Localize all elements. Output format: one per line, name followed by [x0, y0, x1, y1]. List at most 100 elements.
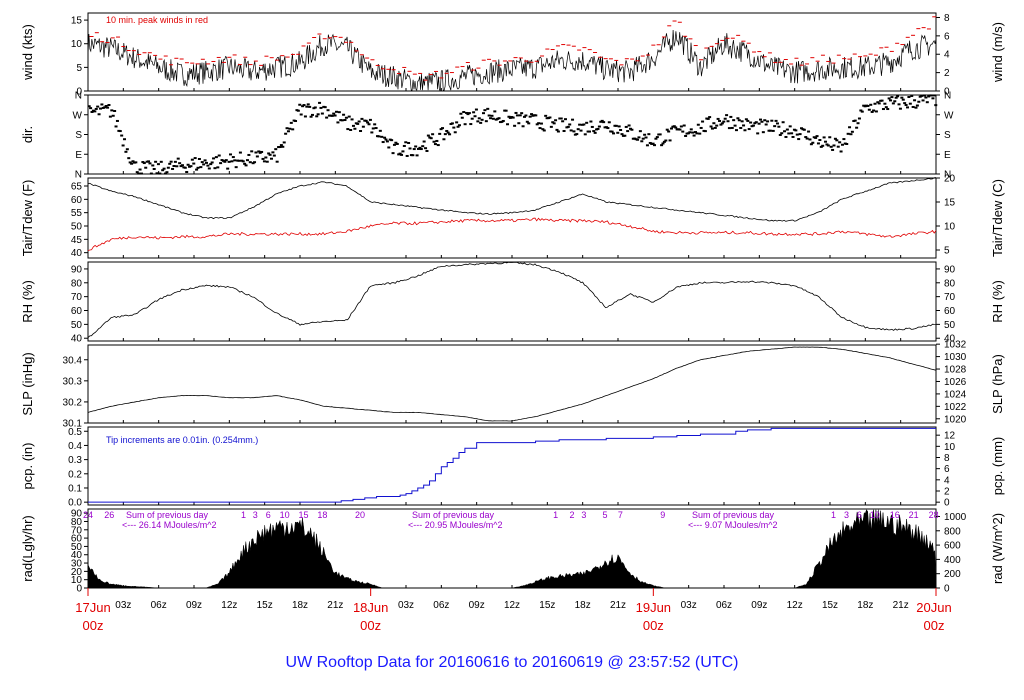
wind-dir-point [237, 159, 241, 162]
wind-dir-point [853, 119, 857, 122]
wind-dir-point [313, 106, 317, 109]
wind-dir-point [818, 139, 822, 142]
wind-dir-point [96, 105, 100, 108]
wind-dir-point [593, 131, 597, 134]
wind-dir-point [722, 120, 726, 123]
wind-dir-point [661, 142, 665, 145]
wind-dir-point [303, 115, 307, 118]
left-tick-label: 65 [71, 182, 83, 193]
right-tick-label: 200 [944, 569, 961, 580]
wind-dir-point [272, 154, 276, 157]
wind-dir-point [141, 161, 145, 164]
wind-dir-point [94, 107, 98, 110]
wind-dir-point [202, 163, 206, 166]
wind-dir-point [318, 101, 322, 104]
wind-dir-point [814, 136, 818, 139]
wind-dir-point [867, 108, 871, 111]
wind-dir-point [637, 136, 641, 139]
wind-dir-point [681, 130, 685, 133]
wind-dir-point [335, 110, 339, 113]
wind-dir-point [612, 132, 616, 135]
right-tick-label: 2 [944, 68, 950, 79]
x-day-label: 17Jun [75, 600, 110, 615]
wind-dir-point [682, 124, 686, 127]
wind-dir-point [275, 160, 279, 163]
x-hour-label: 09z [469, 600, 485, 611]
wind-dir-point [161, 169, 165, 172]
wind-dir-point [579, 129, 583, 132]
wind-dir-point [373, 123, 377, 126]
wind-dir-point [452, 126, 456, 129]
wind-dir-point [479, 121, 483, 124]
wind-dir-point [623, 134, 627, 137]
wind-dir-point [374, 127, 378, 130]
wind-dir-point [291, 128, 295, 131]
wind-dir-point [421, 145, 425, 148]
wind-dir-point [904, 104, 908, 107]
wind-dir-point [233, 159, 237, 162]
x-hour-label: 06z [433, 600, 449, 611]
wind-dir-point [785, 128, 789, 131]
wind-dir-point [636, 138, 640, 141]
wind-dir-point [511, 116, 515, 119]
wind-dir-point [515, 114, 519, 117]
left-tick-label: 10 [71, 575, 83, 586]
wind-dir-point [798, 133, 802, 136]
left-tick-label: 20 [71, 567, 83, 578]
wind-dir-point [422, 140, 426, 143]
wind-dir-point [866, 104, 870, 107]
wind-dir-point [93, 110, 97, 113]
wind-dir-point [913, 99, 917, 102]
wind-dir-point [857, 117, 861, 120]
wind-dir-point [838, 141, 842, 144]
wind-dir-point [886, 108, 890, 111]
right-tick-label: 2 [944, 487, 950, 498]
wind-dir-point [698, 132, 702, 135]
wind-dir-point [614, 124, 618, 127]
wind-dir-point [522, 115, 526, 118]
wind-dir-point [460, 116, 464, 119]
left-tick-label: 0.1 [68, 483, 82, 494]
wind-dir-point [845, 143, 849, 146]
wind-dir-point [436, 144, 440, 147]
wind-dir-point [790, 132, 794, 135]
wind-dir-point [822, 136, 826, 139]
wind-dir-point [850, 130, 854, 133]
wind-dir-point [684, 134, 688, 137]
wind-dir-point [744, 118, 748, 121]
wind-dir-point [353, 127, 357, 130]
wind-dir-point [556, 130, 560, 133]
wind-dir-point [380, 135, 384, 138]
left-tick-label: 45 [71, 235, 83, 246]
wind-dir-point [821, 144, 825, 147]
wind-dir-point [398, 152, 402, 155]
wind-dir-point [846, 132, 850, 135]
wind-dir-point [733, 124, 737, 127]
wind-dir-point [924, 96, 928, 99]
wind-dir-point [152, 168, 156, 171]
panel-frame [87, 344, 937, 424]
wind-dir-point [809, 143, 813, 146]
rad-hour-label: 1 [831, 510, 836, 520]
wind-dir-point [299, 113, 303, 116]
wind-dir-point [903, 102, 907, 105]
wind-dir-point [147, 160, 151, 163]
wind-dir-point [445, 129, 449, 132]
wind-dir-point [381, 141, 385, 144]
wind-dir-point [268, 153, 272, 156]
wind-dir-point [743, 129, 747, 132]
x-day-hour-label: 00z [83, 618, 104, 633]
left-tick-label: 50 [71, 320, 83, 331]
wind-dir-point [905, 106, 909, 109]
wind-dir-point [569, 129, 573, 132]
wind-dir-point [463, 123, 467, 126]
wind-dir-point [831, 148, 835, 151]
wind-dir-point [309, 115, 313, 118]
wind-dir-point [797, 138, 801, 141]
wind-dir-point [483, 109, 487, 112]
wind-dir-point [125, 148, 129, 151]
wind-dir-point [431, 133, 435, 136]
wind-dir-point [481, 112, 485, 115]
x-hour-label: 21z [610, 600, 626, 611]
wind-dir-point [207, 167, 211, 170]
